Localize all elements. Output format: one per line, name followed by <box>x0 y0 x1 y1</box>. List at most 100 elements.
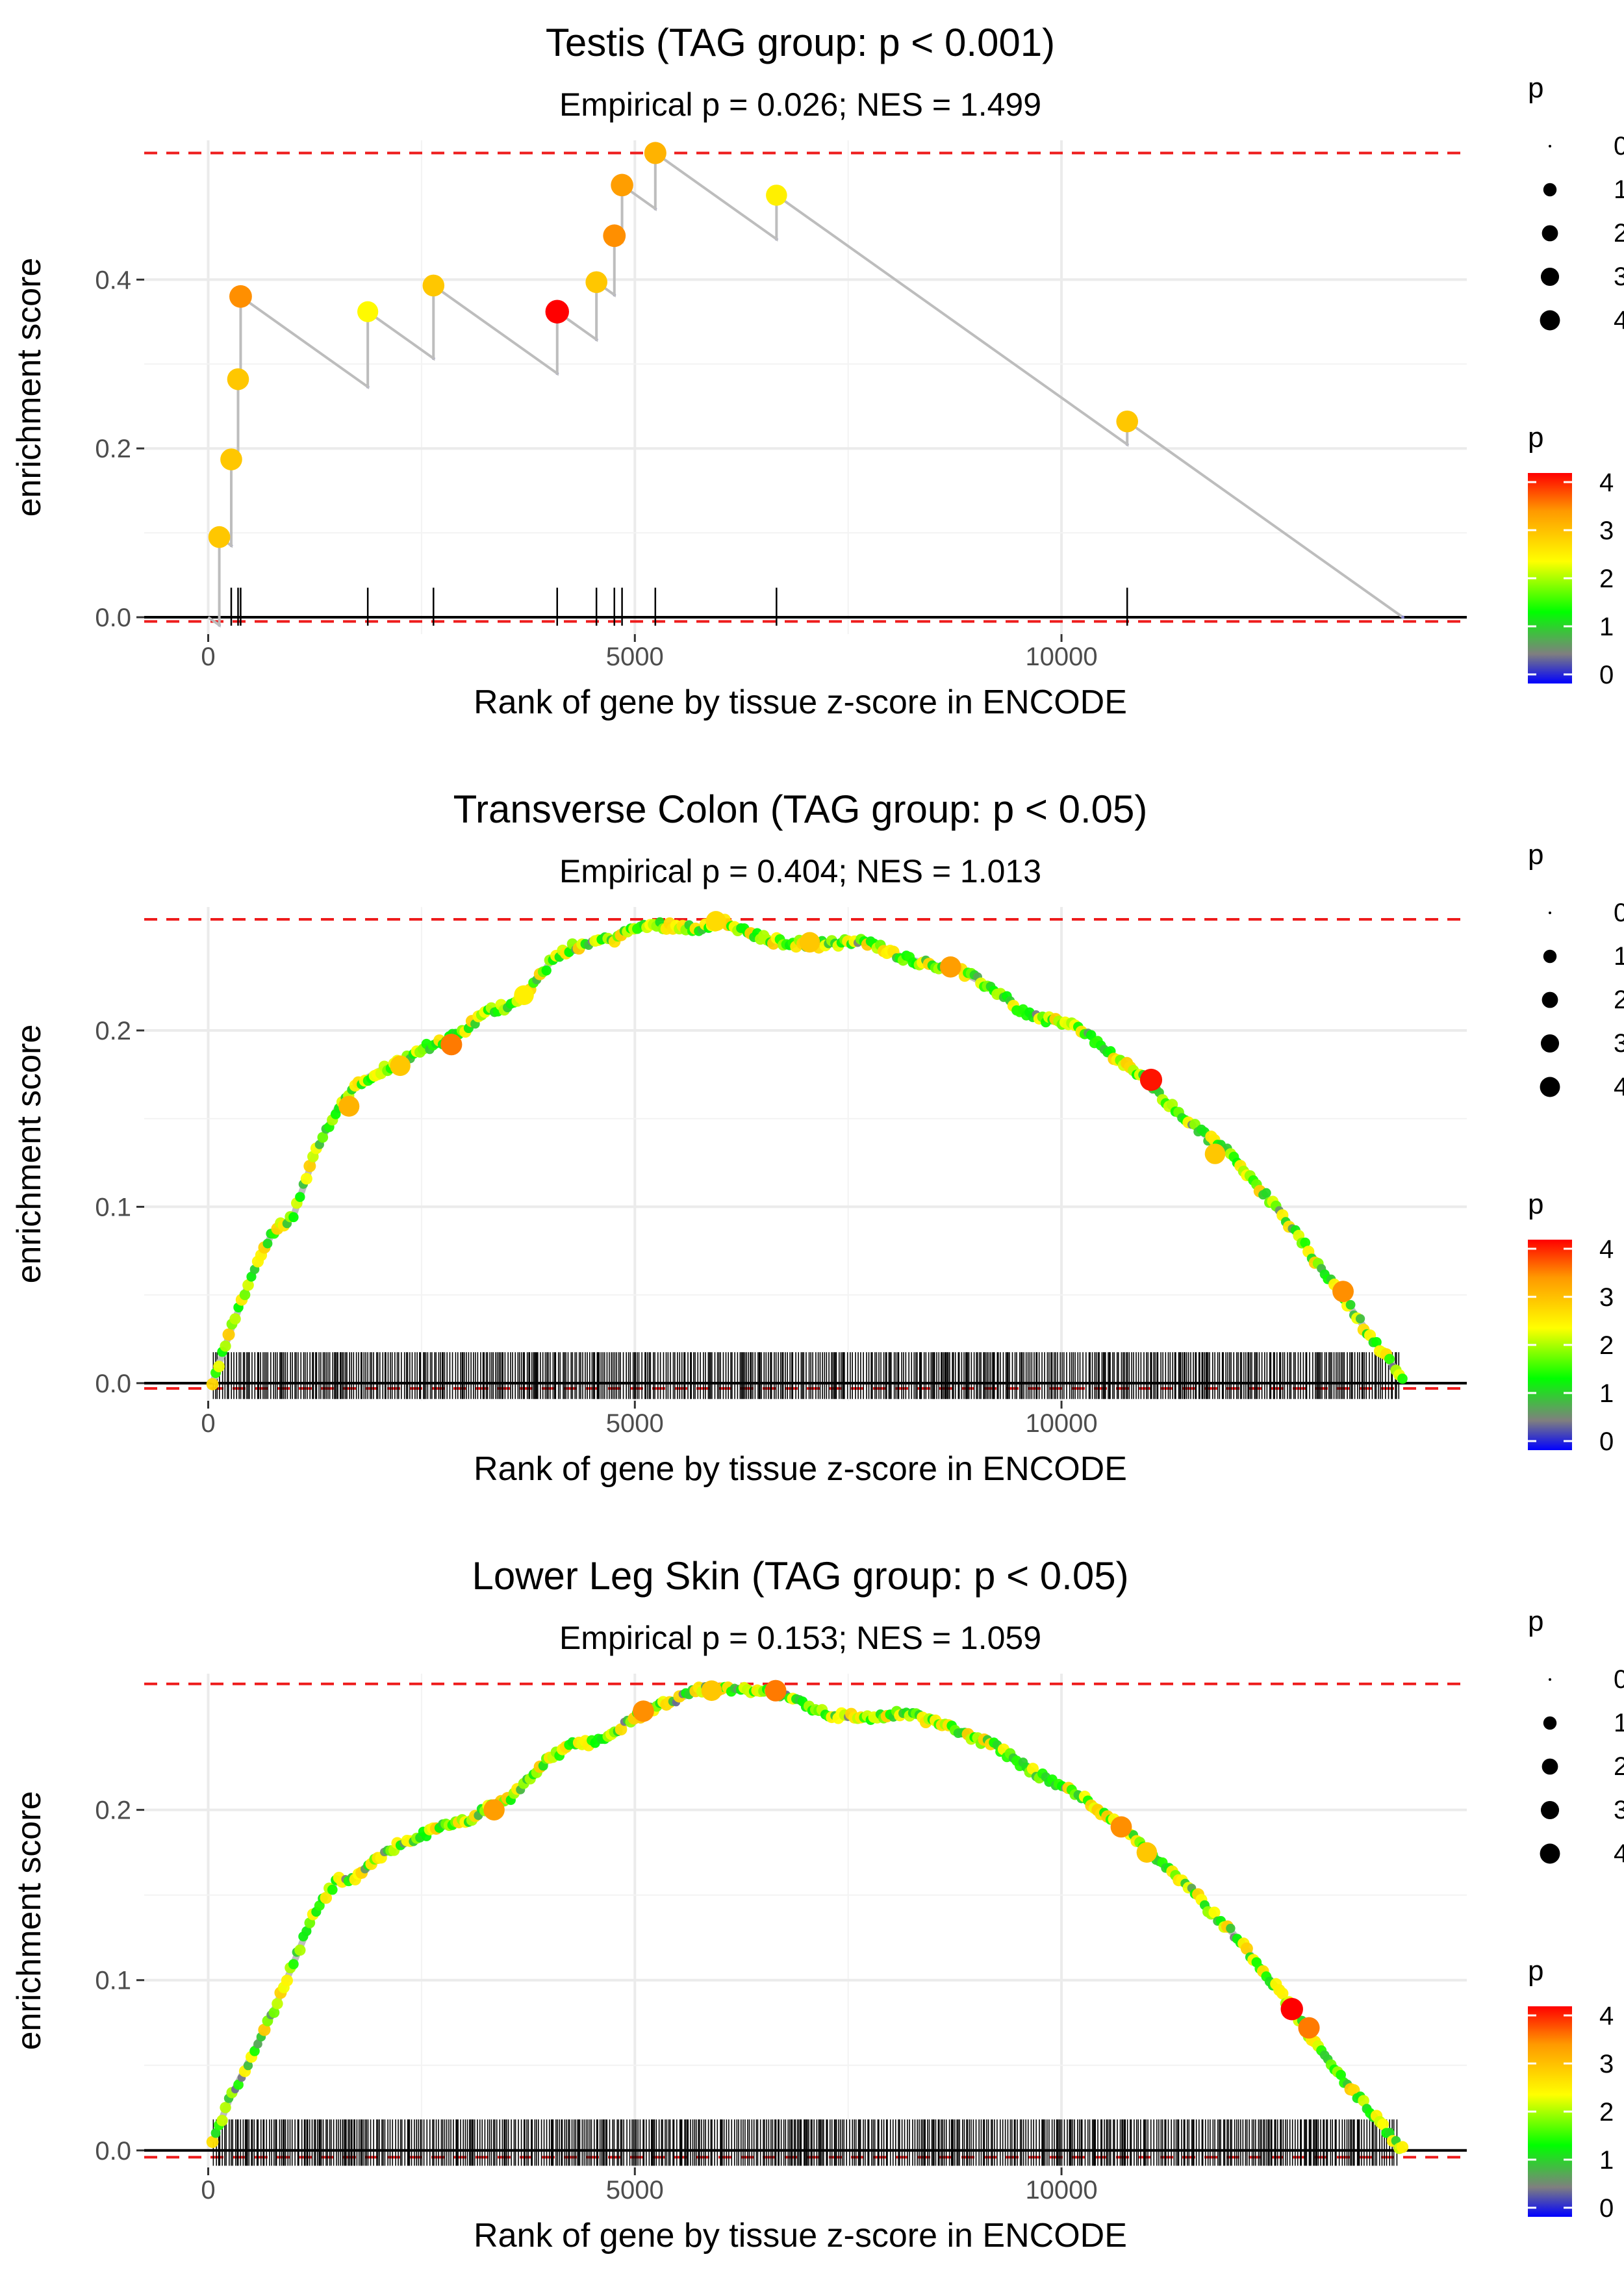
size-legend-label: 3 <box>1614 1029 1624 1058</box>
gene-point <box>239 1289 251 1301</box>
color-legend: p 4 3 2 1 0 <box>1528 1188 1614 1456</box>
color-legend-label: 4 <box>1599 1235 1614 1264</box>
gene-point <box>1355 1314 1365 1323</box>
color-legend-label: 4 <box>1599 468 1614 497</box>
y-axis-title: enrichment score <box>10 1791 48 2050</box>
hit-point <box>1332 1281 1354 1303</box>
gene-point <box>1358 2095 1369 2107</box>
x-tick-label: 5000 <box>606 1409 664 1438</box>
color-legend-label: 0 <box>1599 661 1614 689</box>
gene-point <box>206 1378 219 1390</box>
hit-point <box>422 274 445 297</box>
hit-point <box>357 301 379 322</box>
chart-subtitle: Empirical p = 0.404; NES = 1.013 <box>559 853 1041 889</box>
size-legend-label: 2 <box>1614 986 1624 1014</box>
color-legend: p 4 3 2 1 0 <box>1528 422 1614 689</box>
gene-point <box>295 1192 305 1203</box>
y-tick-label: 0.4 <box>95 266 131 294</box>
size-legend-dot <box>1543 949 1557 964</box>
y-tick-label: 0.2 <box>95 1796 131 1825</box>
gene-point <box>1384 2127 1395 2138</box>
color-legend-title: p <box>1528 1955 1543 1987</box>
y-tick-label: 0.1 <box>95 1193 131 1221</box>
x-tick-label: 10000 <box>1025 2176 1097 2204</box>
size-legend: p 0 1 2 3 4 <box>1528 1605 1624 1868</box>
hit-point <box>338 1095 360 1117</box>
x-axis-title: Rank of gene by tissue z-score in ENCODE <box>474 683 1127 721</box>
gene-point <box>246 1271 257 1282</box>
size-legend-dot <box>1542 991 1558 1008</box>
size-legend-label: 2 <box>1614 219 1624 248</box>
hit-point <box>705 911 726 932</box>
size-legend-title: p <box>1528 1605 1543 1637</box>
gene-point <box>1240 1942 1253 1955</box>
hit-point <box>585 271 607 294</box>
size-legend-dot <box>1540 310 1560 331</box>
gene-point <box>268 2007 280 2018</box>
color-legend-label: 2 <box>1599 1331 1614 1360</box>
gene-point <box>327 1884 338 1895</box>
hit-point <box>1298 2017 1320 2039</box>
color-legend-title: p <box>1528 422 1543 454</box>
hit-point <box>611 173 633 197</box>
y-tick-label: 0.1 <box>95 1967 131 1995</box>
hit-point <box>208 526 231 548</box>
color-legend-title: p <box>1528 1188 1543 1220</box>
gene-point <box>281 1974 294 1987</box>
panel-2: Transverse Colon (TAG group: p < 0.05) Em… <box>10 787 1624 1488</box>
x-tick-label: 5000 <box>606 2176 664 2204</box>
y-tick-label: 0.0 <box>95 604 131 632</box>
y-axis-title: enrichment score <box>10 1025 48 1284</box>
gridlines <box>144 1674 1467 2167</box>
size-legend-label: 1 <box>1614 942 1624 971</box>
size-legend-label: 0 <box>1614 132 1624 160</box>
panel-3: Lower Leg Skin (TAG group: p < 0.05) Empi… <box>10 1554 1624 2255</box>
size-legend: p 0 1 2 3 4 <box>1528 839 1624 1101</box>
chart-title: Testis (TAG group: p < 0.001) <box>546 21 1055 64</box>
gene-point <box>1371 1336 1382 1348</box>
size-legend-dot <box>1543 183 1557 197</box>
gene-point <box>1226 1923 1236 1934</box>
hit-point <box>644 142 666 164</box>
es-curve <box>207 150 1404 628</box>
gene-point <box>294 1944 306 1956</box>
gene-rug <box>218 587 1128 626</box>
gene-point <box>1300 1237 1311 1248</box>
hit-point <box>765 1680 787 1702</box>
size-legend-label: 0 <box>1614 899 1624 927</box>
gene-point <box>1397 1373 1408 1384</box>
color-legend: p 4 3 2 1 0 <box>1528 1955 1614 2223</box>
size-legend-label: 1 <box>1614 1709 1624 1737</box>
hit-point <box>1110 1816 1132 1838</box>
gene-point <box>1276 1987 1289 2000</box>
gene-point <box>258 2023 271 2036</box>
x-axis-title: Rank of gene by tissue z-score in ENCODE <box>474 2217 1127 2255</box>
gene-point <box>300 1173 312 1185</box>
size-legend-dot <box>1549 1678 1551 1681</box>
size-legend-dot <box>1540 1034 1560 1053</box>
gene-point <box>541 965 552 976</box>
panel-1: Testis (TAG group: p < 0.001) Empirical p… <box>10 21 1624 721</box>
color-legend-label: 3 <box>1599 1283 1614 1312</box>
gene-point <box>243 2061 253 2071</box>
x-tick-label: 10000 <box>1025 1409 1097 1438</box>
gene-points <box>206 1681 1409 2154</box>
hit-point <box>603 224 626 248</box>
size-legend-title: p <box>1528 839 1543 871</box>
x-tick-label: 10000 <box>1025 643 1097 671</box>
size-legend-dot <box>1540 1843 1560 1864</box>
color-legend-label: 3 <box>1599 2050 1614 2078</box>
gene-rug <box>212 1352 1400 1399</box>
size-legend-dot <box>1543 1716 1557 1730</box>
size-legend-dot <box>1549 912 1551 914</box>
hit-point <box>220 448 242 470</box>
chart-subtitle: Empirical p = 0.153; NES = 1.059 <box>559 1620 1041 1656</box>
gene-point <box>220 2102 231 2114</box>
hit-point <box>940 956 961 978</box>
gene-point <box>216 2114 228 2127</box>
color-legend-label: 2 <box>1599 565 1614 593</box>
size-legend-dot <box>1542 225 1558 242</box>
chart-title: Lower Leg Skin (TAG group: p < 0.05) <box>472 1554 1128 1598</box>
size-legend-label: 0 <box>1614 1665 1624 1694</box>
size-legend-title: p <box>1528 72 1543 104</box>
